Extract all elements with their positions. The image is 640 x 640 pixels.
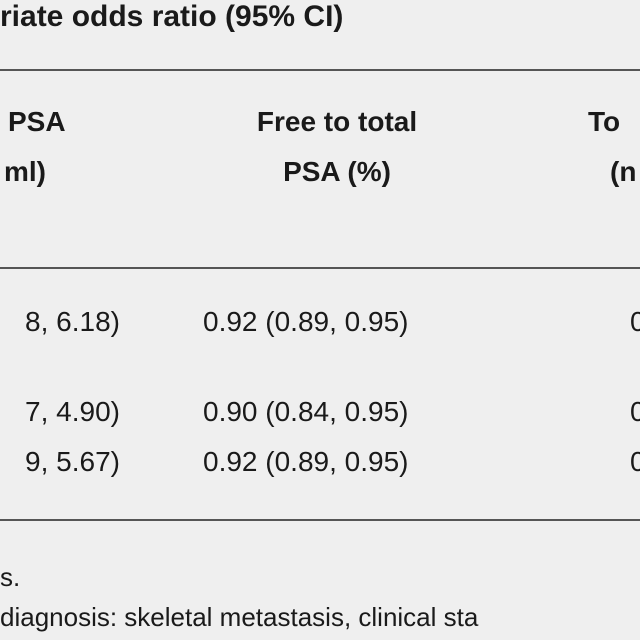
footnote: diagnosis: skeletal metastasis, clinical… — [0, 602, 479, 632]
column-header: PSA (%) — [283, 156, 391, 187]
cell: 0.92 (0.89, 0.95) — [203, 446, 409, 477]
cell: 0.90 (0.84, 0.95) — [203, 396, 409, 427]
rule — [0, 519, 640, 521]
cell: 0 — [630, 306, 640, 337]
cell: 7, 4.90) — [25, 396, 120, 427]
column-header: PSA — [8, 106, 66, 137]
cell: 0 — [630, 446, 640, 477]
cell: 8, 6.18) — [25, 306, 120, 337]
cell: 9, 5.67) — [25, 446, 120, 477]
rule — [0, 267, 640, 269]
cell: 0 — [630, 396, 640, 427]
table-title: riate odds ratio (95% CI) — [0, 0, 344, 33]
rule — [0, 69, 640, 71]
column-header: Free to total — [256, 106, 418, 137]
footnote: s. — [0, 562, 21, 592]
cell: 0.92 (0.89, 0.95) — [203, 306, 409, 337]
column-header: To — [588, 106, 621, 137]
column-header: (n — [610, 156, 637, 187]
column-header: ml) — [4, 156, 46, 187]
